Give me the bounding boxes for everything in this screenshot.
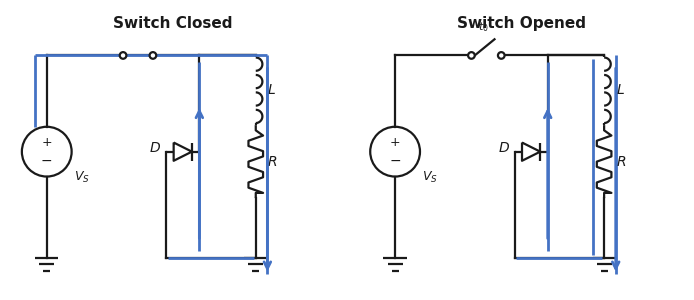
Text: +: +: [42, 136, 52, 149]
Circle shape: [468, 52, 475, 59]
Circle shape: [150, 52, 156, 59]
Text: $V_S$: $V_S$: [74, 170, 90, 185]
Text: $L$: $L$: [616, 83, 625, 97]
Text: +: +: [390, 136, 400, 149]
Text: Switch Opened: Switch Opened: [457, 16, 586, 31]
Text: −: −: [41, 154, 53, 168]
Text: $D$: $D$: [149, 141, 161, 155]
Text: $R$: $R$: [267, 154, 278, 169]
Text: $L$: $L$: [267, 83, 276, 97]
Text: −: −: [389, 154, 401, 168]
Text: $t_0$: $t_0$: [477, 20, 489, 34]
Text: $D$: $D$: [498, 141, 509, 155]
Circle shape: [120, 52, 126, 59]
Text: $V_S$: $V_S$: [423, 170, 438, 185]
Circle shape: [498, 52, 505, 59]
Text: Switch Closed: Switch Closed: [113, 16, 232, 31]
Text: $R$: $R$: [616, 154, 626, 169]
